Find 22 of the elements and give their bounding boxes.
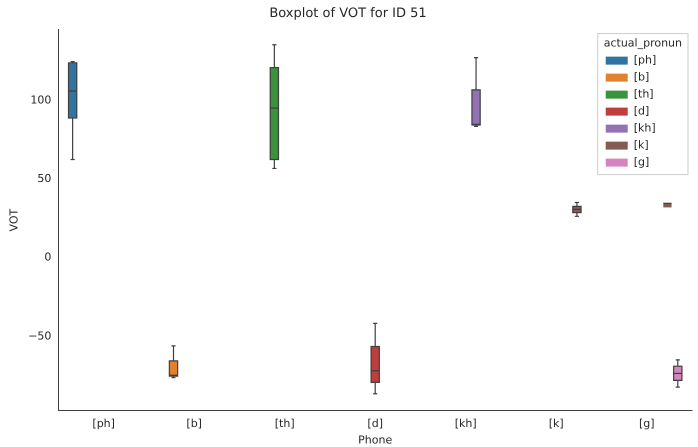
- y-tick-label: −50: [28, 329, 52, 342]
- x-axis-title: Phone: [358, 433, 392, 446]
- x-tick-label: [k]: [548, 417, 564, 430]
- x-tick-label: [b]: [186, 417, 202, 430]
- chart-title: Boxplot of VOT for ID 51: [269, 6, 427, 22]
- legend-label: [th]: [634, 87, 654, 100]
- legend-label: [k]: [634, 138, 649, 152]
- x-tick-label: [d]: [367, 417, 383, 430]
- x-tick-label: [g]: [638, 417, 655, 430]
- y-tick-label: 0: [44, 250, 52, 264]
- x-tick-label: [th]: [274, 417, 295, 430]
- legend-label: [kh]: [634, 121, 656, 134]
- legend-label: [g]: [634, 155, 650, 168]
- y-tick-label: 100: [30, 93, 52, 106]
- y-tick-label: 50: [37, 172, 52, 186]
- x-tick-label: [kh]: [454, 417, 477, 430]
- legend-label: [ph]: [634, 53, 656, 66]
- legend-label: [b]: [634, 70, 650, 84]
- legend-label: [d]: [634, 104, 650, 118]
- x-tick-label: [ph]: [92, 417, 115, 430]
- legend-title: actual_pronun: [604, 36, 682, 50]
- y-axis-title: VOT: [7, 208, 20, 232]
